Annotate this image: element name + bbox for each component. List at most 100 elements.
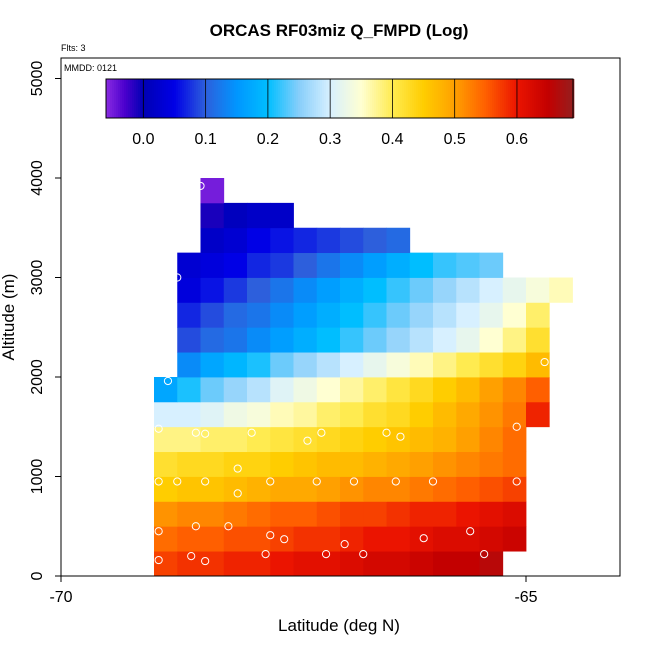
- heatmap-cell: [386, 501, 411, 527]
- colorbar-segment: [308, 79, 311, 118]
- heatmap-cell: [409, 451, 434, 477]
- colorbar-segment: [146, 79, 149, 118]
- colorbar-segment: [536, 79, 539, 118]
- heatmap-cell: [363, 551, 387, 577]
- heatmap-cell: [502, 501, 527, 527]
- heatmap-cell: [316, 526, 341, 552]
- sample-point: [312, 477, 321, 486]
- heatmap-cell: [223, 476, 248, 502]
- colorbar-frame: [105, 78, 574, 119]
- colorbar-segment: [374, 79, 377, 118]
- colorbar-segment: [178, 79, 181, 118]
- heatmap-cell: [316, 401, 341, 428]
- colorbar-segment: [434, 79, 437, 118]
- heatmap-cell: [270, 277, 294, 303]
- heatmap-cell: [549, 277, 573, 303]
- y-tick-label: 5000: [29, 61, 46, 97]
- colorbar-segment: [300, 79, 303, 118]
- heatmap-cell: [154, 377, 178, 403]
- colorbar-segment: [358, 79, 361, 118]
- colorbar-segment: [110, 79, 113, 118]
- heatmap-cell: [293, 426, 318, 453]
- heatmap-cell: [247, 451, 271, 477]
- heatmap-cell: [502, 277, 527, 303]
- colorbar-segment: [136, 79, 139, 118]
- heatmap-cell: [177, 252, 201, 278]
- colorbar-segment: [528, 79, 531, 118]
- sample-point: [382, 428, 391, 437]
- colorbar-segment: [478, 79, 481, 118]
- colorbar-segment: [416, 79, 419, 118]
- heatmap-cell: [200, 277, 225, 303]
- heatmap-cell: [386, 352, 411, 378]
- colorbar-tick-label: 0.6: [506, 131, 528, 148]
- heatmap-cell: [479, 277, 504, 303]
- colorbar-segment: [510, 79, 513, 118]
- y-tick-label: 1000: [29, 459, 46, 495]
- colorbar-segment: [188, 79, 191, 118]
- heatmap-cell: [247, 426, 271, 453]
- colorbar-segment: [310, 79, 313, 118]
- colorbar-segment: [430, 79, 433, 118]
- heatmap-cell: [526, 327, 550, 353]
- sample-point: [396, 432, 405, 441]
- x-axis-title: Latitude (deg N): [278, 616, 400, 635]
- heatmap-cell: [223, 526, 248, 552]
- colorbar-segment: [450, 79, 453, 118]
- chart-title: ORCAS RF03miz Q_FMPD (Log): [210, 21, 469, 40]
- colorbar-segment: [460, 79, 463, 118]
- colorbar-segment: [372, 79, 375, 118]
- heatmap-cell: [433, 401, 457, 428]
- heatmap-cell: [200, 501, 225, 527]
- heatmap-cell: [270, 526, 294, 552]
- heatmap-cell: [293, 501, 318, 527]
- colorbar-segment: [502, 79, 505, 118]
- heatmap-cell: [316, 426, 341, 453]
- heatmap-cell: [526, 302, 550, 328]
- colorbar-segment: [570, 79, 573, 118]
- colorbar-segment: [198, 79, 201, 118]
- colorbar-segment: [306, 79, 309, 118]
- heatmap-cell: [386, 277, 411, 303]
- colorbar-segment: [224, 79, 227, 118]
- colorbar-segment: [486, 79, 489, 118]
- colorbar-segment: [468, 79, 471, 118]
- colorbar-segment: [154, 79, 157, 118]
- x-tick-label: -65: [514, 589, 537, 606]
- heatmap-cell: [409, 501, 434, 527]
- colorbar-segment: [354, 79, 357, 118]
- colorbar-segment: [500, 79, 503, 118]
- heatmap-cell: [363, 501, 387, 527]
- colorbar-segment: [180, 79, 183, 118]
- sample-points: [154, 181, 549, 566]
- sample-point: [163, 342, 173, 351]
- heatmap-cell: [433, 501, 457, 527]
- heatmap-cell: [223, 352, 248, 378]
- colorbar-segment: [164, 79, 167, 118]
- sample-point: [201, 556, 210, 566]
- colorbar-segment: [422, 79, 425, 118]
- y-tick-label: 3000: [29, 260, 46, 296]
- heatmap-cell: [223, 401, 248, 428]
- colorbar-segment: [432, 79, 435, 118]
- heatmap-cell: [409, 551, 434, 577]
- colorbar-segment: [296, 79, 299, 118]
- colorbar-segment: [348, 79, 351, 118]
- colorbar-segment: [414, 79, 417, 118]
- colorbar-segment: [438, 79, 441, 118]
- heatmap-cell: [200, 526, 225, 552]
- heatmap-cell: [270, 377, 294, 403]
- heatmap-cell: [479, 352, 504, 378]
- heatmap-cell: [409, 401, 434, 428]
- colorbar-segment: [420, 79, 423, 118]
- heatmap-cell: [409, 252, 434, 278]
- heatmap-cell: [386, 252, 411, 278]
- heatmap-cell: [526, 377, 550, 403]
- colorbar-segment: [112, 79, 115, 118]
- heatmap-cell: [247, 277, 271, 303]
- colorbar-segment: [392, 79, 395, 118]
- heatmap-cell: [363, 352, 387, 378]
- colorbar-segment: [330, 79, 333, 118]
- heatmap-cell: [386, 377, 411, 403]
- sample-point: [224, 522, 233, 531]
